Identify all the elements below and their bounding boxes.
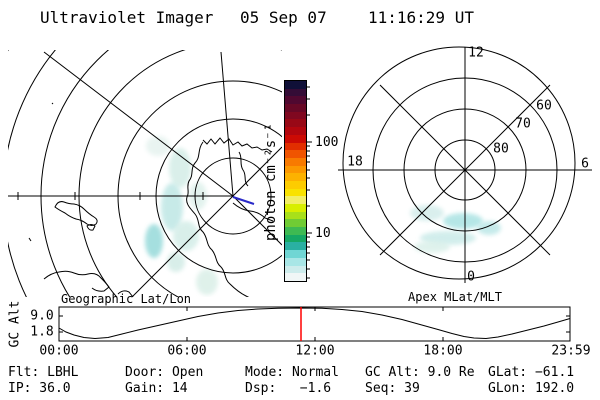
colorbar-block: [285, 250, 306, 258]
colorbar-block: [285, 219, 306, 228]
altitude-curve: [58, 307, 571, 340]
intensity-colorbar: [284, 80, 307, 282]
dial-label-6: 6: [581, 156, 589, 172]
aurora-emission: [145, 136, 218, 295]
colorbar-block: [285, 204, 306, 212]
page-title: Ultraviolet Imager: [40, 8, 214, 27]
colorbar-block: [285, 157, 306, 166]
gc-xtick-18:00: 18:00: [423, 343, 463, 359]
dial-label-0: 0: [467, 269, 475, 285]
colorbar-unit-label: photon cm⁻²s⁻¹: [263, 122, 279, 242]
status-ip: IP: 36.0: [8, 381, 71, 396]
colorbar-block: [285, 273, 306, 281]
status-glon: GLon: 192.0: [488, 381, 575, 396]
coastline: [202, 137, 273, 153]
colorbar-block: [285, 96, 306, 105]
fov-boundary: [342, 46, 576, 280]
status-mode: Mode: Normal: [245, 365, 339, 380]
colorbar-block: [285, 242, 306, 251]
status-gain: Gain: 14: [125, 381, 188, 396]
colorbar-block: [285, 265, 306, 274]
date-label: 05 Sep 07: [240, 8, 327, 27]
gc-alt-chart: [58, 306, 571, 342]
dial-label-80: 80: [493, 141, 509, 157]
coastline: [232, 151, 274, 222]
colorbar-block: [285, 196, 306, 204]
colorbar-block: [285, 142, 306, 151]
dial-label-60: 60: [536, 98, 552, 114]
aurora-emission: [410, 205, 501, 253]
colorbar-block: [285, 111, 306, 120]
colorbar-block: [285, 257, 306, 266]
coastline: [43, 270, 134, 297]
gc-xtick-06:00: 06:00: [167, 343, 207, 359]
colorbar-block: [285, 227, 306, 235]
dial-label-12: 12: [468, 45, 484, 61]
coastline: [28, 102, 54, 242]
geographic-panel: [8, 50, 282, 297]
time-label: 11:16:29 UT: [368, 8, 474, 27]
status-gcalt: GC Alt: 9.0 Re: [365, 365, 475, 380]
gc-alt-axis-label: GC Alt: [7, 300, 23, 348]
dial-label-70: 70: [515, 116, 531, 132]
gc-xtick-23:59: 23:59: [551, 343, 591, 359]
coastline: [186, 141, 250, 297]
colorbar-block: [285, 88, 306, 97]
status-dsp: Dsp: −1.6: [245, 381, 332, 396]
colorbar-tick-100: 100: [315, 135, 339, 150]
gc-xtick-12:00: 12:00: [295, 343, 335, 359]
status-glat: GLat: −61.1: [488, 365, 575, 380]
status-flt: Flt: LBHL: [8, 365, 79, 380]
colorbar-block: [285, 104, 306, 112]
gc-ytick-9.0: 9.0: [30, 308, 54, 324]
coastline: [54, 201, 98, 226]
colorbar-block: [285, 234, 306, 243]
left-panel-caption: Geographic Lat/Lon: [60, 292, 192, 306]
colorbar-block: [285, 211, 306, 220]
colorbar-tick-10: 10: [315, 226, 331, 241]
colorbar-block: [285, 119, 306, 128]
status-seq: Seq: 39: [365, 381, 420, 396]
colorbar-block: [285, 134, 306, 143]
colorbar-block: [285, 188, 306, 197]
coastline: [86, 224, 96, 231]
colorbar-block: [285, 180, 306, 189]
status-door: Door: Open: [125, 365, 204, 380]
gc-xtick-00:00: 00:00: [39, 343, 79, 359]
colorbar-block: [285, 150, 306, 158]
right-panel-caption: Apex MLat/MLT: [408, 290, 502, 304]
gc-ytick-1.8: 1.8: [30, 324, 54, 340]
colorbar-block: [285, 165, 306, 174]
dial-label-18: 18: [347, 154, 363, 170]
colorbar-block: [285, 127, 306, 135]
colorbar-block: [285, 173, 306, 181]
colorbar-block: [285, 81, 306, 89]
apex-mlat-mlt-panel: [338, 46, 592, 283]
